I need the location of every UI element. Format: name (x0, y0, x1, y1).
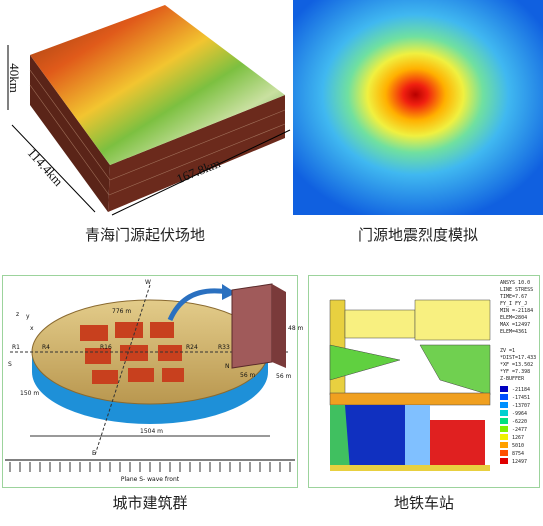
intensity-panel: 门源地震烈度模拟 (293, 0, 543, 244)
info-text: ELEM=2804 (500, 315, 527, 321)
info-text: MIN =-21184 (500, 308, 533, 314)
direction-label: N (225, 363, 230, 370)
caption: 青海门源起伏场地 (85, 226, 205, 244)
station-label: R1 (12, 344, 20, 351)
legend-label: 8754 (512, 451, 524, 457)
tall-building (231, 283, 273, 369)
legend-label: -17451 (512, 395, 530, 401)
intensity-map (293, 0, 543, 215)
legend-label: -13707 (512, 403, 530, 409)
legend-swatch (500, 394, 508, 400)
info-text: TIME=7.67 (500, 294, 527, 300)
dim-label: 150 m (20, 390, 39, 397)
dim-line (111, 129, 291, 216)
dim-label: 40km (7, 63, 22, 93)
info-text: Z-BUFFER (500, 376, 525, 382)
caption: 地铁车站 (394, 494, 454, 512)
legend-swatch (500, 418, 508, 424)
info-text: *DIST=17.433 (500, 355, 536, 361)
terrain-surface (30, 5, 285, 165)
legend-swatch (500, 434, 508, 440)
dim-label: 56 m (240, 372, 256, 379)
dim-line (11, 124, 96, 213)
legend-label: 5010 (512, 443, 524, 449)
info-text: FY_I FY_J (500, 301, 527, 307)
info-text: ZV =1 (500, 348, 515, 354)
dim-label: 56 m (276, 373, 292, 380)
axis-z: z (16, 311, 19, 318)
direction-label: S (8, 361, 12, 368)
info-text: ELEM=4361 (500, 329, 527, 335)
layers (29, 69, 286, 196)
legend-label: -2477 (512, 427, 527, 433)
station-label: R4 (42, 344, 50, 351)
info-text: LINE STRESS (500, 287, 533, 293)
subway-panel: ANSYS 10.0 LINE STRESS TIME=7.67 FY_I FY… (308, 275, 540, 512)
wave-label: Plane S- wave front (121, 476, 180, 483)
legend-swatch (500, 410, 508, 416)
dim-label: 114.4km (25, 145, 67, 189)
caption: 城市建筑群 (112, 494, 187, 512)
station-label: R24 (186, 344, 198, 351)
legend-swatch (500, 426, 508, 432)
direction-label: W (145, 279, 151, 286)
arrow (167, 288, 229, 322)
block-right-face (108, 95, 285, 212)
stress-diagram (329, 299, 491, 471)
legend-label: 12497 (512, 459, 527, 465)
direction-label: E (92, 450, 96, 457)
legend-label: -6220 (512, 419, 527, 425)
station-label: R33 (218, 344, 230, 351)
legend-swatch (500, 442, 508, 448)
info-text: MAX =12497 (500, 322, 530, 328)
dim-label: 48 m (288, 325, 304, 332)
dim-label: 1504 m (140, 428, 163, 435)
city-panel: 776 m 1504 m 150 m R1 R4 R16 R24 R33 S N… (2, 275, 304, 512)
wave-arrows (9, 462, 291, 472)
info-text: ANSYS 10.0 (500, 280, 530, 286)
tall-building-side (272, 284, 286, 368)
caption: 门源地震烈度模拟 (358, 226, 478, 244)
legend-swatch (500, 450, 508, 456)
station-label: R16 (100, 344, 112, 351)
axis-y: y (26, 313, 30, 320)
dim-label: 776 m (112, 308, 131, 315)
info-text: *XF =13.502 (500, 362, 533, 368)
legend-label: -9964 (512, 411, 527, 417)
buildings (80, 322, 184, 384)
info-text: *YF =7.398 (500, 369, 530, 375)
legend-label: 1267 (512, 435, 524, 441)
arrow-head (222, 284, 236, 300)
terrain-panel: 40km 114.4km 167.8km 青海门源起伏场地 (7, 5, 291, 244)
legend: -21184 -17451 -13707 -9964 -6220 -2477 1267 501… (500, 386, 530, 465)
axis-x: x (30, 325, 34, 332)
legend-swatch (500, 386, 508, 392)
legend-swatch (500, 458, 508, 464)
legend-swatch (500, 402, 508, 408)
block-left-face (30, 55, 110, 212)
legend-label: -21184 (512, 387, 530, 393)
